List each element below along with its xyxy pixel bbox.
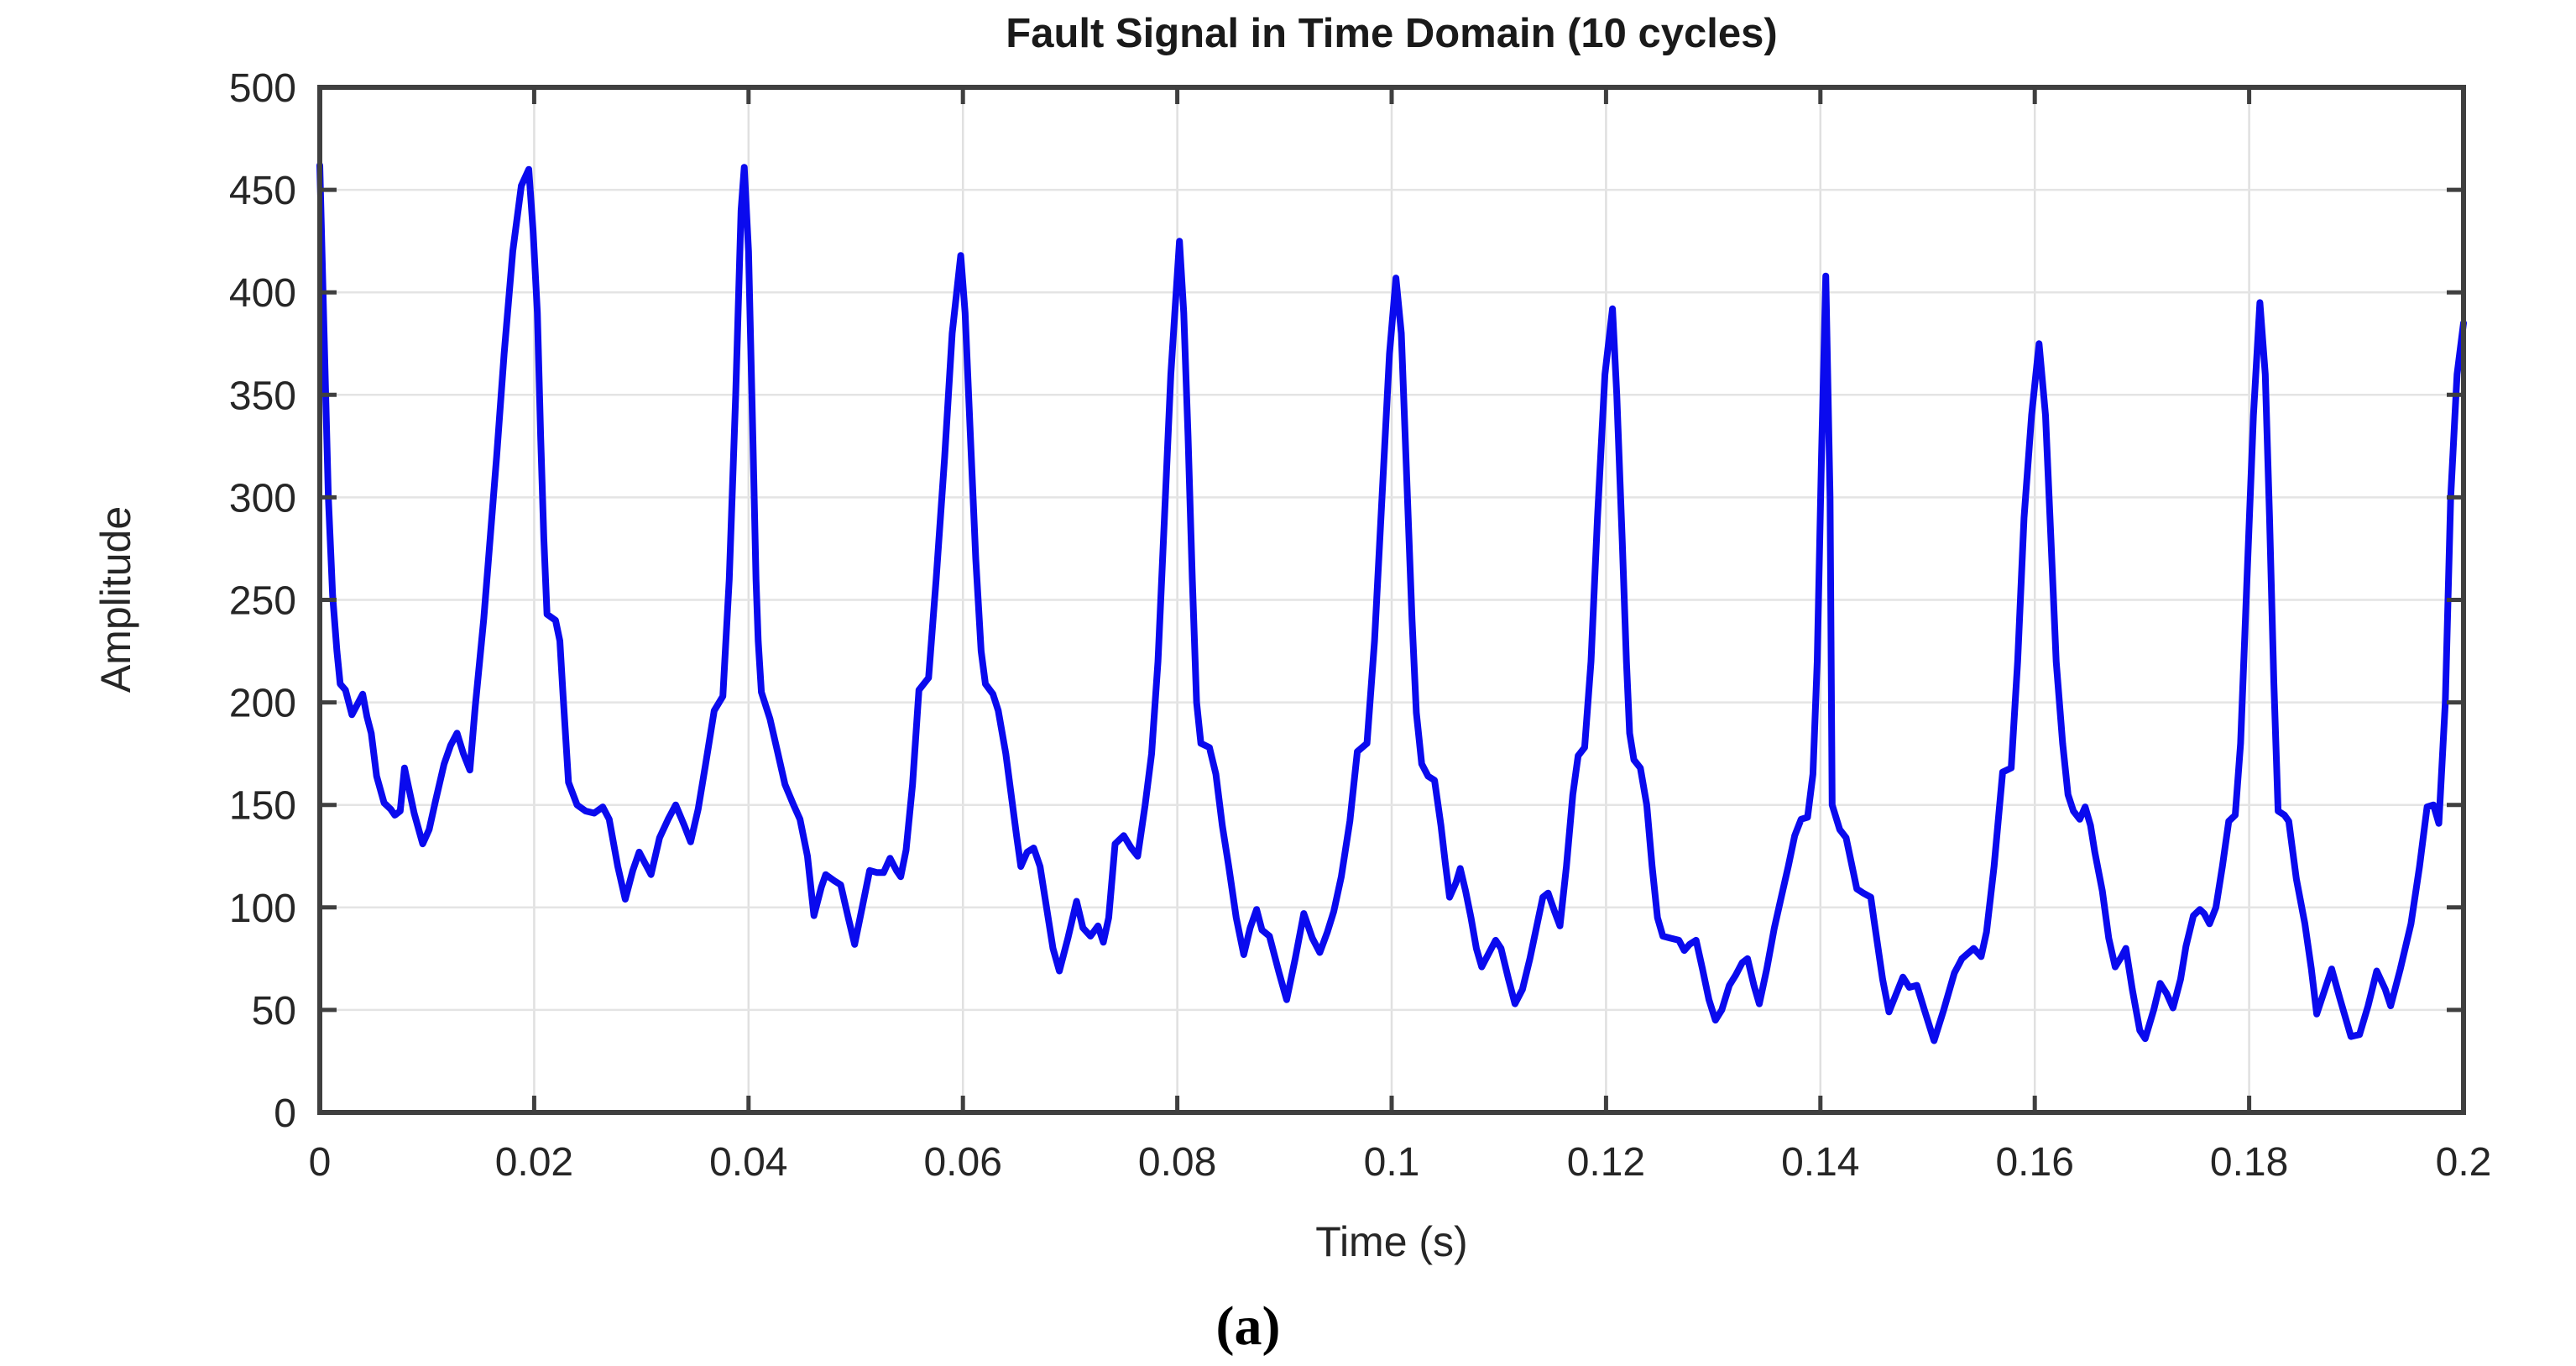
- y-tick-label: 250: [229, 579, 296, 624]
- chart-title: Fault Signal in Time Domain (10 cycles): [1006, 11, 1777, 56]
- x-tick-label: 0.12: [1567, 1140, 1645, 1185]
- y-tick-label: 400: [229, 271, 296, 316]
- y-tick-label: 350: [229, 374, 296, 418]
- x-tick-label: 0.2: [2436, 1140, 2492, 1185]
- x-tick-label: 0.14: [1781, 1140, 1859, 1185]
- y-tick-label: 150: [229, 784, 296, 829]
- y-tick-label: 0: [274, 1091, 296, 1136]
- axis-layer: [317, 85, 2466, 1115]
- x-tick-label: 0.18: [2210, 1140, 2288, 1185]
- x-axis-label: Time (s): [1315, 1218, 1467, 1265]
- x-tick-label: 0.02: [495, 1140, 573, 1185]
- x-tick-label: 0.06: [923, 1140, 1001, 1185]
- x-tick-label: 0.16: [1995, 1140, 2073, 1185]
- y-tick-label: 300: [229, 476, 296, 521]
- series-layer: [316, 161, 2467, 1044]
- tick-label-layer: 0 0.02 0.04 0.06 0.08 0.1 0.12 0.14 0.16 0.18 0.2 0…: [229, 66, 2491, 1185]
- x-tick-label: 0.1: [1364, 1140, 1420, 1185]
- y-tick-label: 500: [229, 66, 296, 111]
- y-tick-label: 100: [229, 887, 296, 931]
- x-tick-label: 0: [309, 1140, 332, 1185]
- signal-line: [316, 161, 2467, 1044]
- y-axis-label: Amplitude: [92, 506, 139, 693]
- y-tick-label: 50: [252, 989, 296, 1034]
- y-tick-label: 450: [229, 169, 296, 213]
- x-tick-label: 0.08: [1138, 1140, 1216, 1185]
- x-tick-label: 0.04: [709, 1140, 787, 1185]
- y-tick-label: 200: [229, 682, 296, 726]
- subfigure-caption: (a): [1216, 1295, 1281, 1357]
- grid-layer: [320, 87, 2464, 1112]
